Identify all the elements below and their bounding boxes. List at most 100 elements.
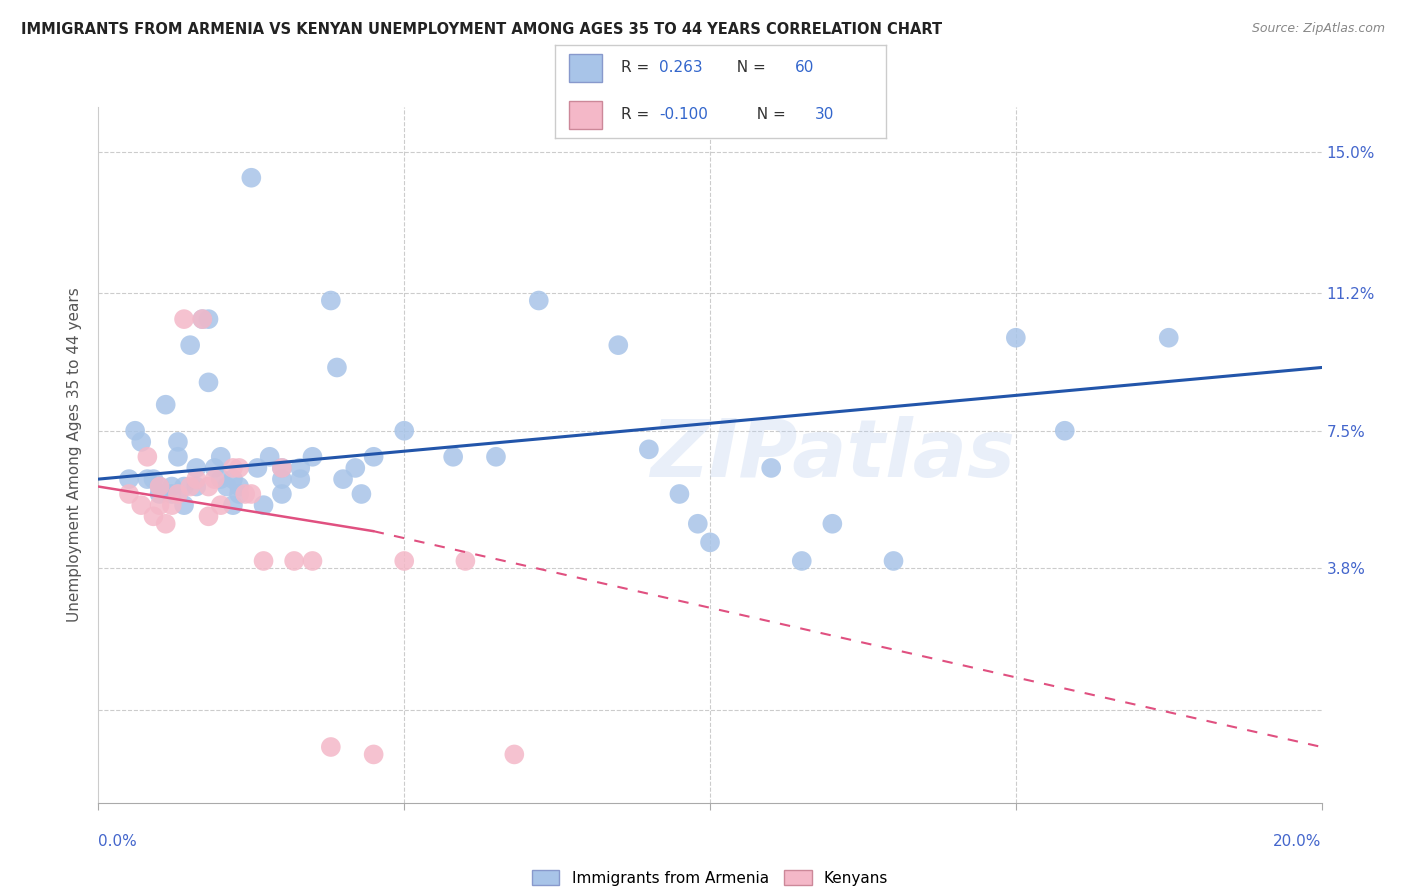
Point bbox=[290, 472, 312, 486]
Point bbox=[155, 516, 177, 531]
Point bbox=[252, 498, 274, 512]
Point bbox=[222, 461, 245, 475]
Point bbox=[173, 479, 195, 493]
Point bbox=[209, 450, 232, 464]
Point bbox=[197, 479, 219, 493]
Text: 60: 60 bbox=[794, 60, 814, 75]
Bar bbox=[568, 54, 602, 82]
Point bbox=[149, 487, 172, 501]
Point bbox=[209, 498, 232, 512]
Point bbox=[149, 479, 172, 493]
Text: -0.100: -0.100 bbox=[659, 107, 709, 122]
Text: R =: R = bbox=[621, 60, 655, 75]
Point bbox=[149, 479, 172, 493]
Point bbox=[197, 312, 219, 326]
Point bbox=[173, 312, 195, 326]
Y-axis label: Unemployment Among Ages 35 to 44 years: Unemployment Among Ages 35 to 44 years bbox=[67, 287, 83, 623]
Point bbox=[392, 554, 416, 568]
Point bbox=[790, 554, 813, 568]
Point bbox=[668, 487, 690, 501]
Point bbox=[350, 487, 373, 501]
Legend: Immigrants from Armenia, Kenyans: Immigrants from Armenia, Kenyans bbox=[531, 870, 889, 886]
Point bbox=[142, 472, 165, 486]
Point bbox=[167, 450, 190, 464]
Point bbox=[699, 535, 721, 549]
Point bbox=[319, 739, 342, 754]
Point bbox=[454, 554, 477, 568]
Text: R =: R = bbox=[621, 107, 655, 122]
Point bbox=[191, 312, 214, 326]
Point bbox=[118, 472, 141, 486]
Bar bbox=[568, 101, 602, 129]
Text: 0.263: 0.263 bbox=[659, 60, 703, 75]
Point bbox=[1157, 331, 1180, 345]
Point bbox=[179, 338, 201, 352]
Point bbox=[240, 170, 263, 185]
Point bbox=[326, 360, 349, 375]
Text: N =: N = bbox=[727, 60, 770, 75]
Point bbox=[204, 461, 226, 475]
Point bbox=[607, 338, 630, 352]
Point bbox=[197, 509, 219, 524]
Point bbox=[441, 450, 464, 464]
Point bbox=[363, 747, 385, 762]
Point bbox=[222, 498, 245, 512]
Point bbox=[186, 472, 208, 486]
Point bbox=[259, 450, 281, 464]
Point bbox=[344, 461, 367, 475]
Point bbox=[637, 442, 661, 457]
Point bbox=[1053, 424, 1076, 438]
Point bbox=[283, 554, 305, 568]
Point bbox=[686, 516, 709, 531]
Point bbox=[179, 479, 201, 493]
Point bbox=[191, 312, 214, 326]
Point bbox=[129, 498, 152, 512]
Point bbox=[215, 479, 238, 493]
Point bbox=[160, 498, 183, 512]
Point bbox=[363, 450, 385, 464]
Point bbox=[759, 461, 782, 475]
Text: 30: 30 bbox=[814, 107, 834, 122]
Point bbox=[270, 461, 292, 475]
Point bbox=[228, 461, 250, 475]
Point bbox=[155, 398, 177, 412]
Point bbox=[527, 293, 550, 308]
Point bbox=[136, 450, 159, 464]
Point bbox=[160, 487, 183, 501]
Text: ZIPatlas: ZIPatlas bbox=[650, 416, 1015, 494]
Text: 20.0%: 20.0% bbox=[1274, 834, 1322, 849]
Point bbox=[209, 472, 232, 486]
Point bbox=[270, 461, 292, 475]
Point bbox=[503, 747, 526, 762]
Point bbox=[124, 424, 146, 438]
Point bbox=[883, 554, 905, 568]
Text: IMMIGRANTS FROM ARMENIA VS KENYAN UNEMPLOYMENT AMONG AGES 35 TO 44 YEARS CORRELA: IMMIGRANTS FROM ARMENIA VS KENYAN UNEMPL… bbox=[21, 22, 942, 37]
Point bbox=[301, 450, 323, 464]
Point bbox=[173, 498, 195, 512]
Point bbox=[301, 554, 323, 568]
Point bbox=[136, 472, 159, 486]
Point bbox=[149, 498, 172, 512]
Point bbox=[821, 516, 844, 531]
Point bbox=[332, 472, 354, 486]
Point bbox=[228, 479, 250, 493]
Point bbox=[1004, 331, 1026, 345]
Point bbox=[197, 376, 219, 390]
Point bbox=[129, 434, 152, 449]
Point bbox=[228, 487, 250, 501]
Point bbox=[167, 434, 190, 449]
Point bbox=[233, 487, 256, 501]
Point bbox=[167, 487, 190, 501]
Text: N =: N = bbox=[747, 107, 790, 122]
Point bbox=[160, 479, 183, 493]
Point bbox=[186, 461, 208, 475]
Point bbox=[392, 424, 416, 438]
Point bbox=[246, 461, 269, 475]
Point bbox=[118, 487, 141, 501]
Point bbox=[252, 554, 274, 568]
Point bbox=[142, 509, 165, 524]
Text: Source: ZipAtlas.com: Source: ZipAtlas.com bbox=[1251, 22, 1385, 36]
Point bbox=[204, 472, 226, 486]
Point bbox=[186, 479, 208, 493]
Point bbox=[240, 487, 263, 501]
